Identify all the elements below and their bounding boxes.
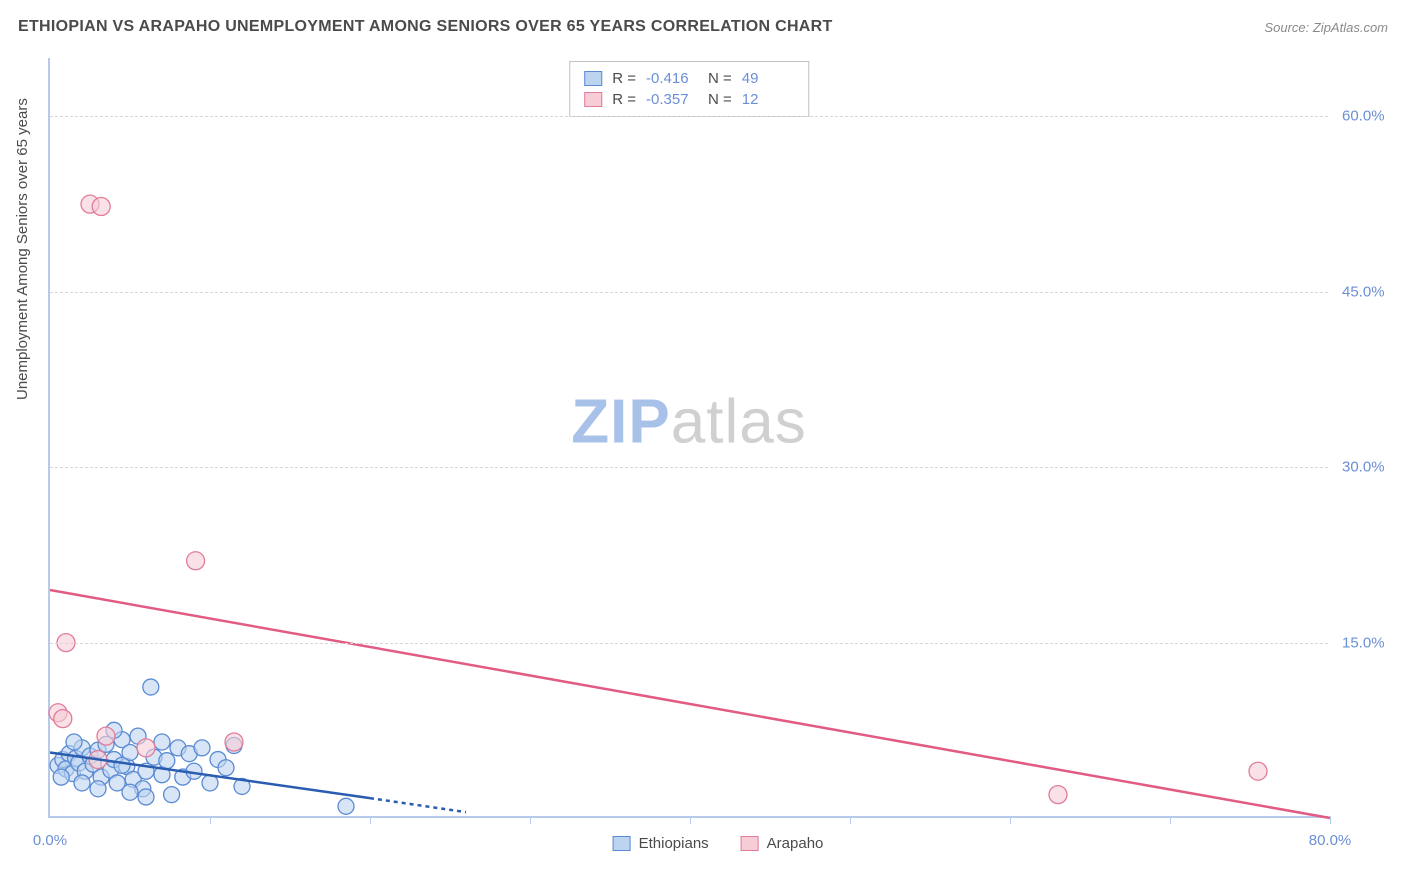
source-attribution: Source: ZipAtlas.com <box>1264 20 1388 35</box>
x-tick <box>1010 816 1011 824</box>
y-tick-label: 45.0% <box>1342 283 1385 300</box>
stats-r-label: R = <box>612 70 636 87</box>
data-point <box>143 679 159 695</box>
chart-title: ETHIOPIAN VS ARAPAHO UNEMPLOYMENT AMONG … <box>18 18 833 36</box>
data-point <box>66 734 82 750</box>
x-tick <box>1170 816 1171 824</box>
x-tick-label-min: 0.0% <box>33 832 67 849</box>
x-tick <box>1330 816 1331 824</box>
data-point <box>138 789 154 805</box>
data-point <box>90 781 106 797</box>
data-point <box>159 753 175 769</box>
data-point <box>137 739 155 757</box>
plot-area: ZIPatlas R = -0.416 N = 49 R = -0.357 N … <box>48 58 1328 818</box>
gridline <box>50 292 1328 293</box>
stats-legend-box: R = -0.416 N = 49 R = -0.357 N = 12 <box>569 61 809 117</box>
stats-n-value-ethiopians: 49 <box>742 70 794 87</box>
data-point <box>338 798 354 814</box>
y-tick-label: 15.0% <box>1342 634 1385 651</box>
legend-item-arapaho: Arapaho <box>741 835 824 852</box>
title-bar: ETHIOPIAN VS ARAPAHO UNEMPLOYMENT AMONG … <box>18 18 1388 36</box>
stats-r-value-arapaho: -0.357 <box>646 91 698 108</box>
stats-r-label: R = <box>612 91 636 108</box>
swatch-arapaho <box>584 92 602 107</box>
x-tick <box>530 816 531 824</box>
y-tick-label: 60.0% <box>1342 108 1385 125</box>
stats-r-value-ethiopians: -0.416 <box>646 70 698 87</box>
swatch-arapaho <box>741 836 759 851</box>
stats-n-label: N = <box>708 70 732 87</box>
stats-row-ethiopians: R = -0.416 N = 49 <box>584 68 794 89</box>
gridline <box>50 116 1328 117</box>
data-point <box>154 734 170 750</box>
plot-container: ZIPatlas R = -0.416 N = 49 R = -0.357 N … <box>48 58 1388 848</box>
data-point <box>122 784 138 800</box>
stats-row-arapaho: R = -0.357 N = 12 <box>584 89 794 110</box>
data-point <box>114 757 130 773</box>
gridline <box>50 643 1328 644</box>
x-tick <box>210 816 211 824</box>
swatch-ethiopians <box>584 71 602 86</box>
y-axis-title: Unemployment Among Seniors over 65 years <box>14 98 31 400</box>
x-tick <box>690 816 691 824</box>
legend-bottom: Ethiopians Arapaho <box>613 835 824 852</box>
data-point <box>1049 786 1067 804</box>
data-point <box>194 740 210 756</box>
x-tick <box>370 816 371 824</box>
data-point <box>97 727 115 745</box>
y-tick-label: 30.0% <box>1342 459 1385 476</box>
legend-label-arapaho: Arapaho <box>767 835 824 852</box>
data-point <box>74 775 90 791</box>
data-point <box>53 769 69 785</box>
data-point <box>164 787 180 803</box>
data-point <box>1249 762 1267 780</box>
data-point <box>218 760 234 776</box>
scatter-plot-svg <box>50 58 1330 818</box>
x-tick <box>850 816 851 824</box>
data-point <box>92 197 110 215</box>
data-point <box>54 710 72 728</box>
x-tick-label-max: 80.0% <box>1309 832 1352 849</box>
gridline <box>50 467 1328 468</box>
swatch-ethiopians <box>613 836 631 851</box>
trend-line-dashed <box>370 798 466 812</box>
legend-label-ethiopians: Ethiopians <box>639 835 709 852</box>
data-point <box>225 733 243 751</box>
data-point <box>187 552 205 570</box>
stats-n-value-arapaho: 12 <box>742 91 794 108</box>
legend-item-ethiopians: Ethiopians <box>613 835 709 852</box>
stats-n-label: N = <box>708 91 732 108</box>
